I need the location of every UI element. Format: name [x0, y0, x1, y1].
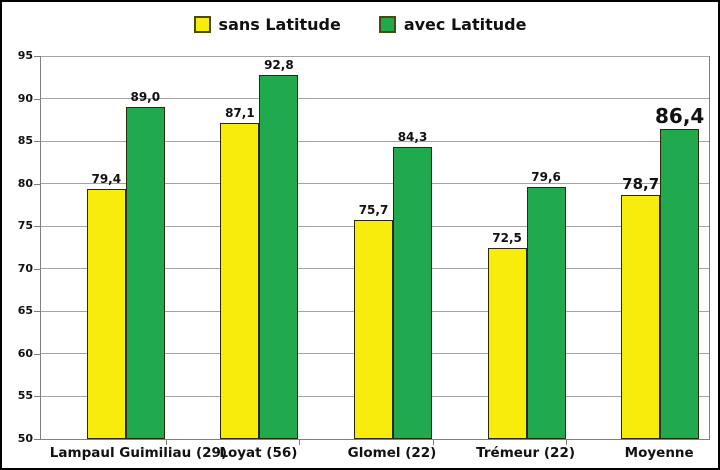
bar-avec-latitude-0 [125, 107, 165, 439]
gridline-90 [41, 98, 709, 100]
y-axis-label: 90 [17, 91, 33, 105]
x-axis-category-label: Loyat (56) [219, 445, 298, 461]
legend-swatch-icon [378, 15, 396, 33]
y-axis-label: 85 [17, 134, 33, 148]
x-axis-tick [566, 440, 568, 445]
y-axis-tick [34, 226, 40, 228]
bar-sans-latitude-2 [354, 220, 393, 439]
bar-value-label: 79,6 [531, 170, 561, 185]
y-axis-tick [34, 311, 40, 313]
bar-value-label: 75,7 [358, 203, 389, 218]
bar-value-label: 78,7 [622, 174, 660, 193]
y-axis-tick [34, 141, 40, 143]
bar-value-label: 86,4 [655, 104, 705, 129]
bar-value-label: 84,3 [397, 130, 428, 145]
legend-label: avec Latitude [403, 14, 527, 34]
legend-label: sans Latitude [218, 14, 341, 34]
x-axis-category-label: Glomel (22) [347, 445, 437, 461]
bar-sans-latitude-3 [487, 247, 527, 439]
bar-sans-latitude-4 [621, 194, 661, 439]
bar-avec-latitude-3 [526, 187, 566, 439]
x-axis-category-label: Trémeur (22) [476, 445, 576, 461]
legend-swatch-icon [193, 15, 211, 33]
gridline-80 [41, 183, 709, 185]
y-axis-label: 55 [17, 389, 33, 403]
x-axis-category-label: Moyenne [624, 445, 694, 461]
x-axis-category-label: Lampaul Guimiliau (29) [49, 445, 228, 461]
y-axis-tick [34, 439, 40, 440]
legend-item-avec-latitude: avec Latitude [378, 14, 527, 34]
bar-value-label: 92,8 [264, 57, 294, 72]
y-axis-label: 50 [17, 432, 33, 445]
y-axis-label: 65 [17, 304, 33, 318]
y-axis-label: 60 [17, 346, 33, 360]
bar-sans-latitude-0 [86, 188, 126, 439]
y-axis-tick [34, 56, 40, 57]
y-axis-label: 70 [17, 261, 33, 275]
y-axis-tick [34, 98, 40, 100]
bar-value-label: 87,1 [225, 106, 255, 121]
y-axis-label: 95 [17, 49, 33, 62]
bar-value-label: 72,5 [492, 230, 522, 245]
y-axis-label: 75 [17, 219, 33, 233]
chart-legend: sans Latitude avec Latitude [2, 11, 718, 37]
y-axis-label: 80 [17, 176, 33, 190]
bar-avec-latitude-4 [660, 129, 700, 439]
y-axis-tick [34, 183, 40, 185]
bar-avec-latitude-2 [393, 147, 432, 439]
gridline-85 [41, 140, 709, 142]
plot-area: 79,4 89,0 87,1 92,8 75,7 84,3 72,5 79,6 78,7 86,4 [40, 55, 710, 440]
y-axis-tick [34, 353, 40, 355]
y-axis-tick [34, 268, 40, 270]
x-axis-tick [299, 440, 301, 445]
x-axis-tick [432, 440, 434, 445]
bar-value-label: 79,4 [91, 171, 122, 186]
bar-value-label: 89,0 [130, 90, 161, 105]
bar-sans-latitude-1 [220, 123, 260, 439]
x-axis-tick [165, 440, 167, 445]
gridline-95 [41, 55, 709, 57]
bar-avec-latitude-1 [259, 74, 299, 439]
y-axis-tick [34, 396, 40, 398]
legend-item-sans-latitude: sans Latitude [193, 14, 341, 34]
